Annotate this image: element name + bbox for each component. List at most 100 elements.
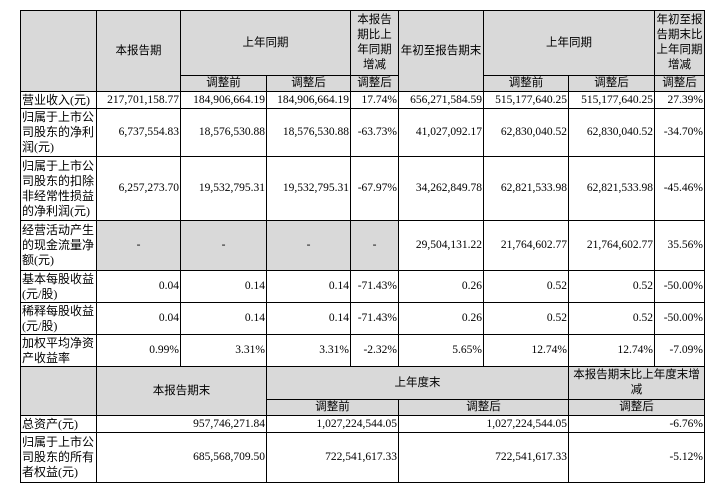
table-row: 归属于上市公司股东的净利润(元) 6,737,554.83 18,576,530.8… [20, 108, 705, 157]
header-ytd-change: 年初至报告期末比上年同期增减 [654, 10, 705, 76]
cell-value: 685,568,709.50 [96, 432, 267, 483]
cell-value: 5.65% [398, 334, 484, 367]
cell-value: 27.39% [654, 91, 705, 109]
cell-value: 0.14 [266, 302, 351, 335]
header-current-period: 本报告期 [96, 10, 181, 92]
header-prior-year-end: 上年度末 [266, 366, 569, 400]
cell-value: -71.43% [350, 302, 399, 335]
header-before-adjust: 调整前 [266, 399, 399, 416]
cell-value: 62,830,040.52 [483, 108, 569, 157]
cell-value: 184,906,664.19 [266, 91, 351, 109]
cell-value: 0.26 [398, 302, 484, 335]
cell-value: -63.73% [350, 108, 399, 157]
cell-value: - [350, 220, 399, 271]
cell-value: 18,576,530.88 [266, 108, 351, 157]
row-label: 营业收入(元) [20, 91, 97, 109]
cell-value: 0.14 [180, 270, 267, 303]
table-row: 归属于上市公司股东的所有者权益(元) 685,568,709.50 722,541,… [20, 432, 705, 483]
header-after-adjust: 调整后 [266, 75, 351, 92]
cell-value: 17.74% [350, 91, 399, 109]
header-blank [20, 366, 97, 416]
table-row: 总资产(元) 957,746,271.84 1,027,224,544.05 1,02… [20, 415, 705, 433]
header-after-adjust: 调整后 [654, 75, 705, 92]
cell-value: 0.99% [96, 334, 181, 367]
balance-sheet-table: 本报告期末 上年度末 本报告期末比上年度末增减 调整前 调整后 调整后 总资产(… [20, 366, 705, 483]
cell-value: 656,271,584.59 [398, 91, 484, 109]
cell-value: 515,177,640.25 [568, 91, 655, 109]
header-after-adjust: 调整后 [568, 75, 655, 92]
cell-value: -50.00% [654, 302, 705, 335]
header-change-yoy: 本报告期比上年同期增减 [350, 10, 399, 76]
cell-value: -6.76% [568, 415, 705, 433]
cell-value: 0.04 [96, 270, 181, 303]
header-before-adjust: 调整前 [180, 75, 267, 92]
cell-value: 0.52 [483, 270, 569, 303]
cell-value: 0.04 [96, 302, 181, 335]
cell-value: 1,027,224,544.05 [398, 415, 569, 433]
cell-value: 62,821,533.98 [483, 156, 569, 221]
cell-value: - [96, 220, 181, 271]
table-row: 稀释每股收益(元/股) 0.04 0.14 0.14 -71.43% 0.26 0.52 0.… [20, 302, 705, 335]
cell-value: 19,532,795.31 [266, 156, 351, 221]
row-label: 稀释每股收益(元/股) [20, 302, 97, 335]
cell-value: -2.32% [350, 334, 399, 367]
cell-value: 0.14 [266, 270, 351, 303]
header-before-adjust: 调整前 [483, 75, 569, 92]
cell-value: 0.26 [398, 270, 484, 303]
cell-value: 21,764,602.77 [483, 220, 569, 271]
cell-value: -45.46% [654, 156, 705, 221]
cell-value: 722,541,617.33 [266, 432, 399, 483]
table-row: 归属于上市公司股东的扣除非经常性损益的净利润(元) 6,257,273.70 19,… [20, 156, 705, 221]
table-row: 营业收入(元) 217,701,158.77 184,906,664.19 184,9… [20, 91, 705, 109]
table-row: 基本每股收益(元/股) 0.04 0.14 0.14 -71.43% 0.26 0.52 0.… [20, 270, 705, 303]
cell-value: 41,027,092.17 [398, 108, 484, 157]
cell-value: 184,906,664.19 [180, 91, 267, 109]
cell-value: 62,821,533.98 [568, 156, 655, 221]
cell-value: 12.74% [483, 334, 569, 367]
header-change-adjusted: 调整后 [568, 399, 705, 416]
cell-value: 515,177,640.25 [483, 91, 569, 109]
cell-value: 34,262,849.78 [398, 156, 484, 221]
row-label: 归属于上市公司股东的扣除非经常性损益的净利润(元) [20, 156, 97, 221]
cell-value: - [180, 220, 267, 271]
cell-value: 6,257,273.70 [96, 156, 181, 221]
header-change: 本报告期末比上年度末增减 [568, 366, 705, 400]
row-label: 加权平均净资产收益率 [20, 334, 97, 367]
table-row: 加权平均净资产收益率 0.99% 3.31% 3.31% -2.32% 5.65% 12.7… [20, 334, 705, 367]
cell-value: -50.00% [654, 270, 705, 303]
cell-value: - [266, 220, 351, 271]
cell-value: 21,764,602.77 [568, 220, 655, 271]
header-blank [20, 10, 97, 92]
cell-value: 6,737,554.83 [96, 108, 181, 157]
row-label: 归属于上市公司股东的所有者权益(元) [20, 432, 97, 483]
row-label: 总资产(元) [20, 415, 97, 433]
cell-value: -5.12% [568, 432, 705, 483]
cell-value: 217,701,158.77 [96, 91, 181, 109]
cell-value: 29,504,131.22 [398, 220, 484, 271]
row-label: 基本每股收益(元/股) [20, 270, 97, 303]
cell-value: 18,576,530.88 [180, 108, 267, 157]
cell-value: 0.52 [483, 302, 569, 335]
cell-value: 3.31% [180, 334, 267, 367]
cell-value: -71.43% [350, 270, 399, 303]
row-label: 归属于上市公司股东的净利润(元) [20, 108, 97, 157]
header-period-end: 本报告期末 [96, 366, 267, 416]
cell-value: -34.70% [654, 108, 705, 157]
cell-value: 722,541,617.33 [398, 432, 569, 483]
table-row: 经营活动产生的现金流量净额(元) - - - -29,504,131.22 21,764,… [20, 220, 705, 271]
cell-value: 12.74% [568, 334, 655, 367]
cell-value: 0.52 [568, 302, 655, 335]
row-label: 经营活动产生的现金流量净额(元) [20, 220, 97, 271]
cell-value: 0.14 [180, 302, 267, 335]
cell-value: 0.52 [568, 270, 655, 303]
cell-value: -67.97% [350, 156, 399, 221]
header-prior-period: 上年同期 [180, 10, 351, 76]
header-prior-ytd: 上年同期 [483, 10, 655, 76]
header-ytd: 年初至报告期末 [398, 10, 484, 92]
cell-value: 3.31% [266, 334, 351, 367]
cell-value: 957,746,271.84 [96, 415, 267, 433]
cell-value: 62,830,040.52 [568, 108, 655, 157]
financial-indicators-table: 本报告期 上年同期 本报告期比上年同期增减 年初至报告期末 上年同期 年初至报告… [20, 10, 705, 367]
header-after-adjust: 调整后 [398, 399, 569, 416]
cell-value: 19,532,795.31 [180, 156, 267, 221]
